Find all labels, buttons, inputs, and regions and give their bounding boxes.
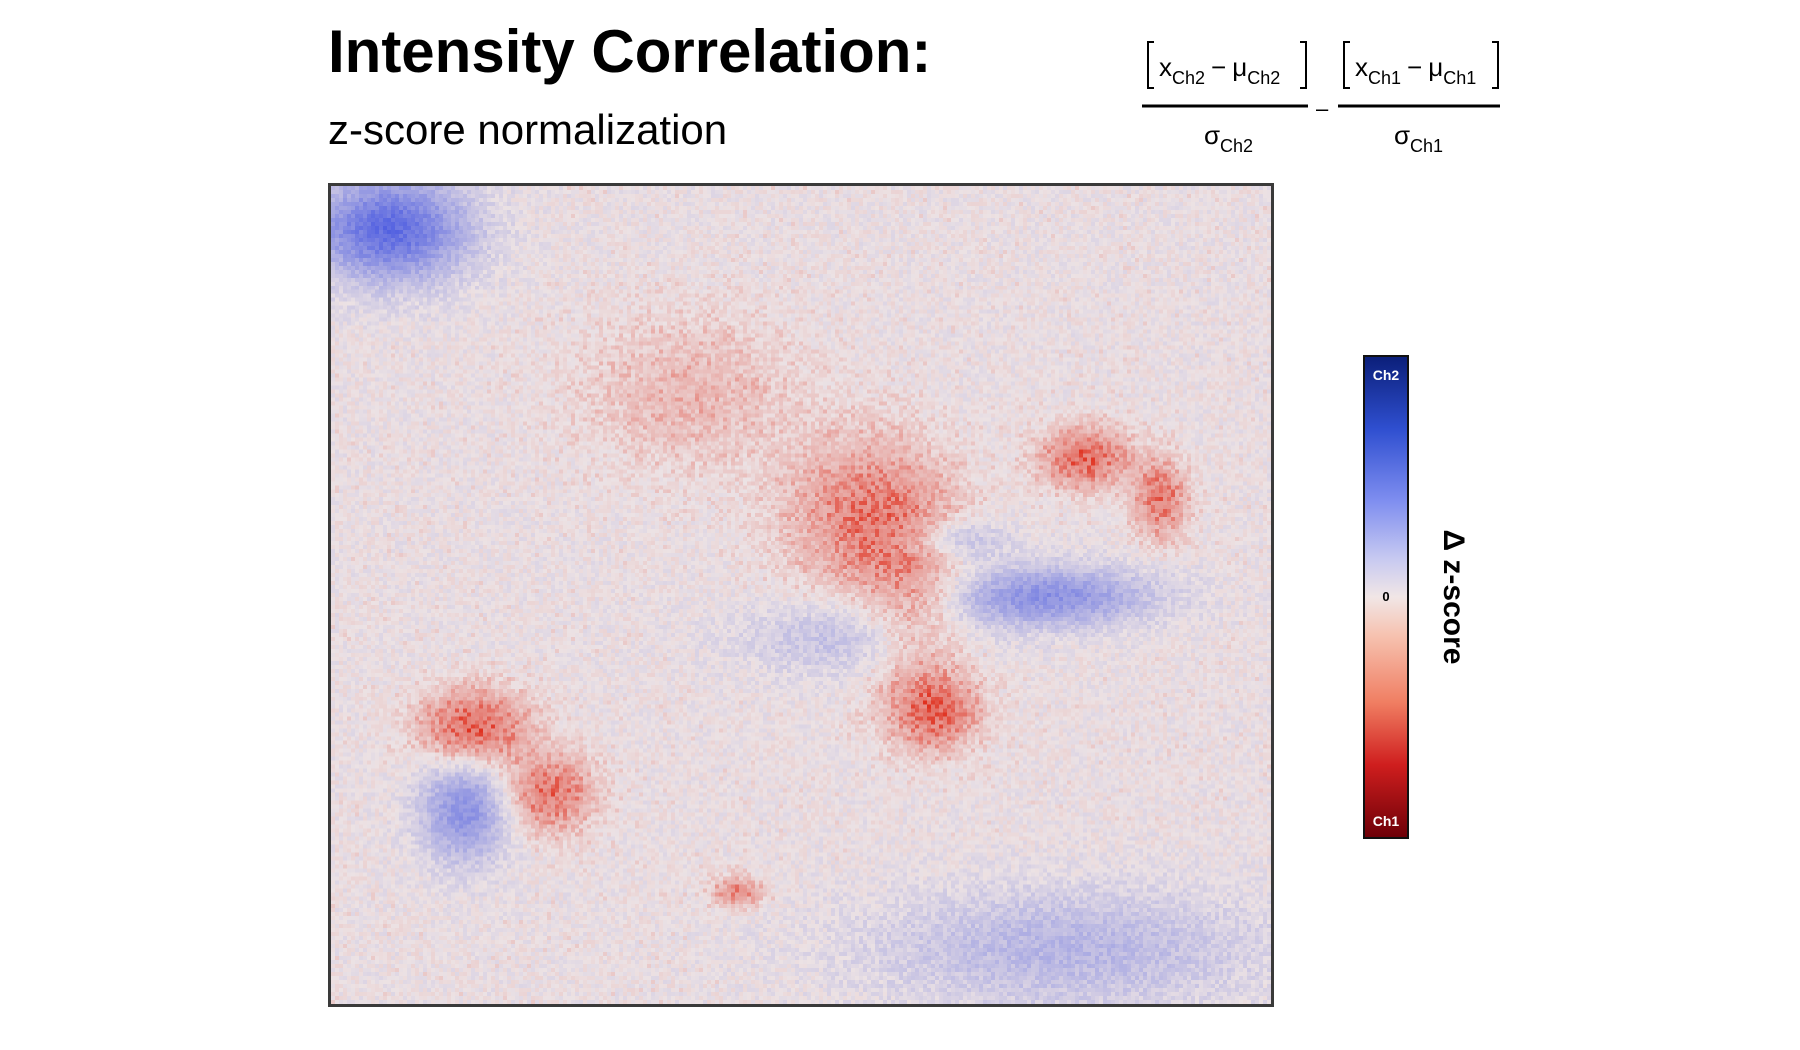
left-bracket-open [1147, 41, 1154, 89]
left-den-sigma-sub: Ch2 [1220, 136, 1253, 156]
heatmap-panel [328, 183, 1274, 1007]
right-den-sigma: σ [1394, 120, 1410, 150]
right-bracket-open [1343, 41, 1350, 89]
colorbar-zero-label: 0 [1382, 589, 1390, 604]
chart-title: Intensity Correlation: [328, 18, 932, 85]
colorbar-top-label: Ch2 [1372, 367, 1400, 383]
left-num-x-sub: Ch2 [1172, 68, 1205, 88]
left-num-mu: μ [1232, 52, 1247, 82]
svg-text:σCh1: σCh1 [1394, 120, 1443, 156]
z-score-formula: xCh2− μCh2 σCh2 – xCh1− μCh1 σCh1 [1142, 41, 1500, 156]
svg-text:σCh2: σCh2 [1204, 120, 1253, 156]
colorbar-axis-label: Δ z-score [1437, 529, 1470, 665]
right-num-mu-sub: Ch1 [1443, 68, 1476, 88]
chart-subtitle: z-score normalization [328, 106, 728, 153]
svg-text:xCh2−μCh2: xCh2− μCh2 [1159, 52, 1280, 88]
right-num-mu: μ [1428, 52, 1443, 82]
right-num-x: x [1355, 52, 1368, 82]
colorbar: Ch2 0 Ch1 [1363, 355, 1409, 839]
colorbar-bottom-label: Ch1 [1372, 813, 1400, 829]
formula-operator: – [1316, 96, 1329, 121]
heatmap-image [331, 186, 1271, 1004]
svg-text:xCh1−μCh1: xCh1− μCh1 [1355, 52, 1476, 88]
right-num-x-sub: Ch1 [1368, 68, 1401, 88]
left-num-mu-sub: Ch2 [1247, 68, 1280, 88]
right-bracket-close [1492, 41, 1499, 89]
left-den-sigma: σ [1204, 120, 1220, 150]
left-num-x: x [1159, 52, 1172, 82]
left-bracket-close [1300, 41, 1307, 89]
right-den-sigma-sub: Ch1 [1410, 136, 1443, 156]
